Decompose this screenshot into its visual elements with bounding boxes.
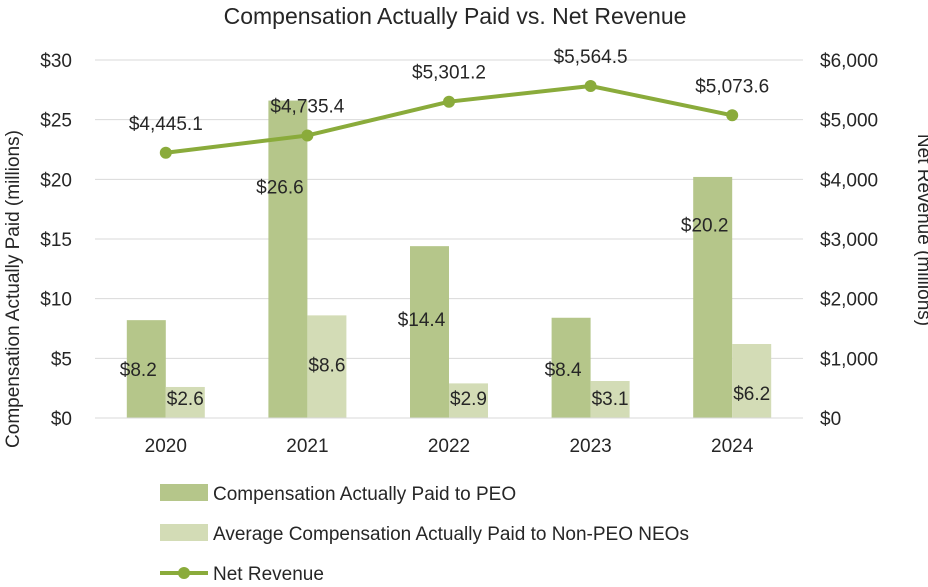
- bar-peo-2021: [268, 100, 308, 418]
- y-tick-label: $10: [40, 290, 72, 311]
- line-data-label: $4,735.4: [270, 96, 344, 117]
- bar-non-peo-2024: [732, 344, 772, 418]
- axes: $0 $5 $10 $15 $20 $25 $30 $0 $1,000 $2,000 $3,000 $…: [40, 51, 878, 457]
- bar-data-label: $2.6: [167, 389, 204, 410]
- y2-tick-label: $3,000: [820, 230, 878, 251]
- y-tick-label: $5: [51, 349, 72, 370]
- legend-swatch: [160, 524, 208, 541]
- line-data-label: $5,564.5: [554, 47, 628, 68]
- bar-non-peo-2023: [590, 381, 630, 418]
- x-tick-label: 2020: [145, 436, 187, 457]
- bar-peo-2022: [410, 246, 449, 418]
- y2-tick-label: $1,000: [820, 349, 878, 370]
- bar-data-label: $8.6: [308, 355, 345, 376]
- bar-non-peo-2022: [449, 383, 488, 418]
- bar-non-peo-2020: [165, 386, 205, 418]
- line-data-label: $5,301.2: [412, 63, 486, 84]
- y2-tick-label: $6,000: [820, 51, 878, 72]
- bar-peo-2020: [126, 320, 166, 418]
- net-revenue-line-layer: [159, 79, 739, 159]
- x-tick-label: 2022: [428, 436, 470, 457]
- bar-peo-2024: [693, 176, 733, 418]
- data-labels: $8.2 $26.6 $14.4 $8.4 $20.2 $2.6 $8.6 $2.9 $3.1 $…: [120, 47, 770, 410]
- net-revenue-point: [301, 129, 314, 142]
- y-tick-label: $15: [40, 230, 72, 251]
- legend-label: Net Revenue: [213, 564, 324, 585]
- chart-title: Compensation Actually Paid vs. Net Reven…: [224, 3, 687, 29]
- x-tick-label: 2023: [569, 436, 611, 457]
- grid: [95, 59, 803, 359]
- legend: Compensation Actually Paid to PEO Average…: [160, 484, 689, 585]
- y-tick-label: $30: [40, 51, 72, 72]
- bar-data-label: $6.2: [733, 384, 770, 405]
- bar-data-label: $20.2: [681, 215, 729, 236]
- legend-swatch: [160, 484, 208, 501]
- y2-tick-label: $5,000: [820, 111, 878, 132]
- legend-label: Compensation Actually Paid to PEO: [213, 484, 516, 505]
- y-axis-title: Compensation Actually Paid (millions): [3, 130, 24, 448]
- y2-tick-label: $4,000: [820, 170, 878, 191]
- x-tick-label: 2024: [711, 436, 754, 457]
- bar-data-label: $3.1: [592, 389, 629, 410]
- bar-non-peo-2021: [307, 315, 347, 418]
- line-data-label: $5,073.6: [695, 76, 769, 97]
- line-data-label: $4,445.1: [129, 114, 203, 135]
- bar-data-label: $26.6: [256, 177, 304, 198]
- x-tick-label: 2021: [286, 436, 328, 457]
- net-revenue-point: [584, 79, 597, 92]
- net-revenue-point: [443, 95, 455, 108]
- y-tick-label: $20: [40, 170, 72, 191]
- y2-tick-label: $0: [820, 409, 841, 430]
- bar-data-label: $8.4: [545, 360, 582, 381]
- legend-marker: [178, 567, 190, 579]
- y2-axis-title: Net Revenue (millions): [913, 134, 928, 326]
- bar-peo-2023: [551, 317, 591, 418]
- y-tick-label: $25: [40, 111, 72, 132]
- bars: [126, 100, 772, 418]
- bar-data-label: $8.2: [120, 360, 157, 381]
- bar-data-label: $2.9: [450, 389, 487, 410]
- bar-data-label: $14.4: [398, 310, 446, 331]
- y2-tick-label: $2,000: [820, 290, 878, 311]
- legend-label: Average Compensation Actually Paid to No…: [213, 524, 689, 545]
- y-tick-label: $0: [51, 409, 72, 430]
- net-revenue-point: [726, 109, 739, 122]
- net-revenue-point: [159, 146, 172, 159]
